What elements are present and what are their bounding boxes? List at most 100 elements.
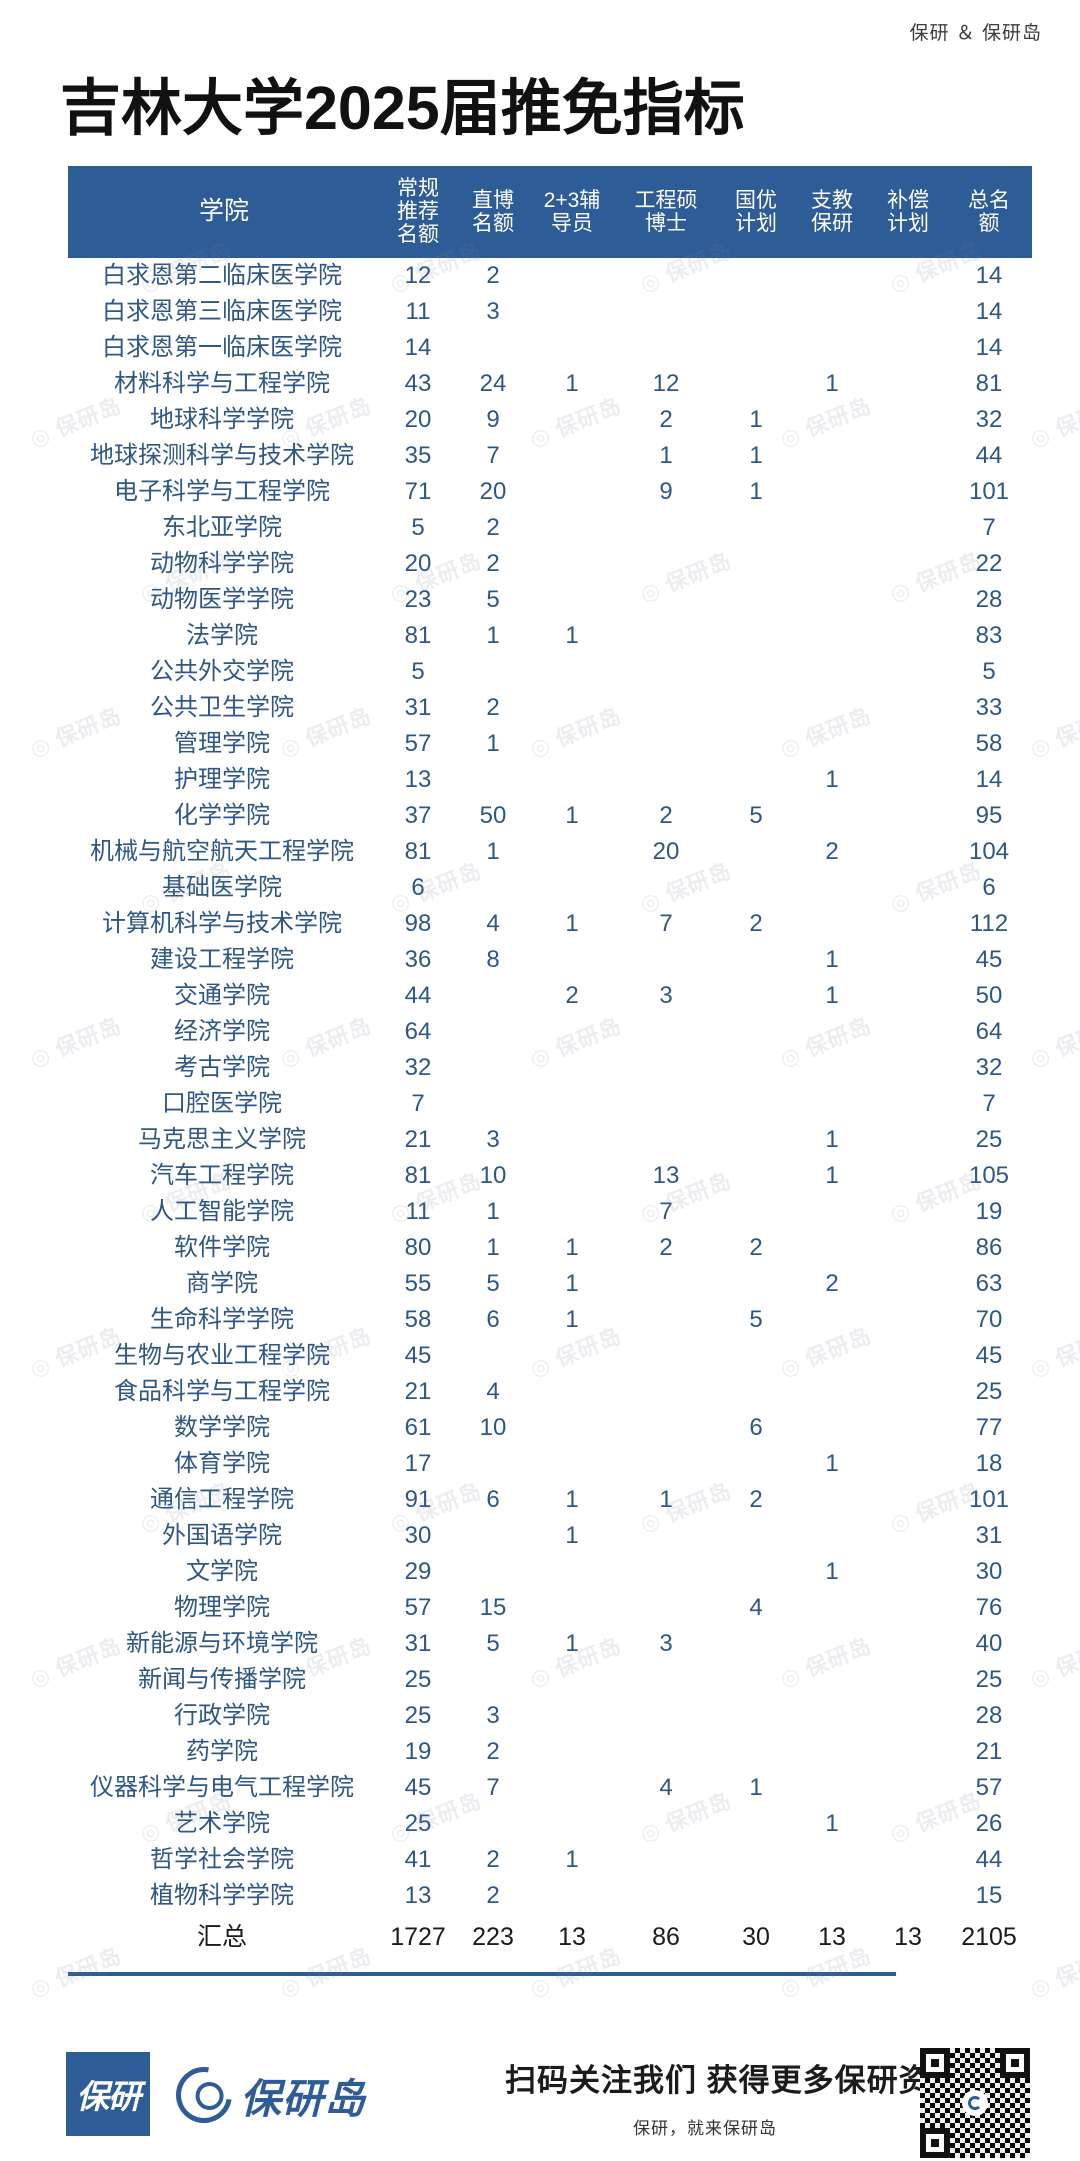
quota-cell-4 <box>718 1050 794 1086</box>
column-header-line: 补偿 <box>887 188 929 212</box>
quota-cell-7: 101 <box>968 478 1010 506</box>
column-header-line: 名额 <box>472 211 514 235</box>
college-name: 哲学社会学院 <box>150 1846 294 1874</box>
quota-cell-4 <box>718 1698 794 1734</box>
quota-cell-0: 13 <box>404 766 432 794</box>
quota-cell-4 <box>718 1734 794 1770</box>
quota-cell-3 <box>614 1734 718 1770</box>
quota-cell-5 <box>794 1410 870 1446</box>
table-row: 白求恩第一临床医学院 14 14 <box>68 330 1032 366</box>
quota-cell-1: 5 <box>486 1630 500 1658</box>
column-header-line: 博士 <box>645 211 687 235</box>
quota-cell-6 <box>870 474 946 510</box>
college-name: 商学院 <box>186 1270 258 1298</box>
quota-cell-6 <box>870 402 946 438</box>
quota-cell-3: 7 <box>659 1198 673 1226</box>
college-name: 药学院 <box>186 1738 258 1766</box>
college-name: 生命科学学院 <box>150 1306 294 1334</box>
column-header-line: 名额 <box>397 223 439 247</box>
table-row: 人工智能学院 11 1 7 19 <box>68 1194 1032 1230</box>
quota-cell-1 <box>456 1014 530 1050</box>
quota-cell-4 <box>718 1086 794 1122</box>
quota-cell-7: 6 <box>982 874 996 902</box>
quota-cell-2 <box>530 1590 614 1626</box>
quota-cell-5 <box>794 690 870 726</box>
quota-cell-6 <box>870 1122 946 1158</box>
table-row: 动物科学学院 20 2 22 <box>68 546 1032 582</box>
table-row: 汽车工程学院 81 10 13 1 105 <box>68 1158 1032 1194</box>
quota-cell-1: 20 <box>479 478 507 506</box>
table-row: 物理学院 57 15 4 76 <box>68 1590 1032 1626</box>
qr-code[interactable] <box>920 2048 1030 2158</box>
quota-cell-6 <box>870 870 946 906</box>
quota-cell-2 <box>530 1878 614 1914</box>
qr-center-logo <box>962 2090 988 2116</box>
column-header-line: 计划 <box>735 211 777 235</box>
quota-cell-5 <box>794 1086 870 1122</box>
quota-cell-6 <box>870 1194 946 1230</box>
quota-cell-3: 86 <box>652 1922 680 1951</box>
quota-cell-7: 25 <box>975 1126 1003 1154</box>
quota-cell-6 <box>870 1482 946 1518</box>
table-row: 仪器科学与电气工程学院 45 7 4 1 57 <box>68 1770 1032 1806</box>
quota-cell-4: 1 <box>749 478 763 506</box>
quota-cell-4 <box>718 762 794 798</box>
column-header-line: 导员 <box>551 211 593 235</box>
quota-cell-6 <box>870 438 946 474</box>
column-header-8: 总名额 <box>946 166 1032 259</box>
quota-cell-0: 11 <box>405 1198 431 1226</box>
quota-cell-4 <box>718 330 794 366</box>
quota-cell-3 <box>614 1590 718 1626</box>
quota-cell-3 <box>614 654 718 690</box>
quota-cell-6 <box>870 294 946 330</box>
quota-cell-0: 31 <box>404 1630 432 1658</box>
quota-cell-3: 1 <box>659 1486 673 1514</box>
quota-cell-3 <box>614 1014 718 1050</box>
quota-cell-2 <box>530 582 614 618</box>
table-row: 口腔医学院 7 7 <box>68 1086 1032 1122</box>
column-header-line: 保研 <box>811 211 853 235</box>
quota-cell-3 <box>614 1086 718 1122</box>
quota-cell-2: 1 <box>565 1234 579 1262</box>
quota-cell-7: 33 <box>975 694 1003 722</box>
quota-cell-5 <box>794 294 870 330</box>
quota-cell-6 <box>870 618 946 654</box>
quota-cell-7: 101 <box>968 1486 1010 1514</box>
college-name: 马克思主义学院 <box>138 1126 306 1154</box>
quota-cell-5 <box>794 1050 870 1086</box>
quota-cell-3 <box>614 1266 718 1302</box>
quota-cell-2: 1 <box>565 910 579 938</box>
quota-cell-4 <box>718 1194 794 1230</box>
college-name: 公共外交学院 <box>150 658 294 686</box>
quota-cell-2 <box>530 546 614 582</box>
column-header-line: 推荐 <box>397 200 439 224</box>
quota-cell-4 <box>718 582 794 618</box>
college-name: 地球科学学院 <box>150 406 294 434</box>
college-name: 体育学院 <box>174 1450 270 1478</box>
quota-cell-0: 36 <box>404 946 432 974</box>
quota-cell-3 <box>614 1446 718 1482</box>
quota-cell-6 <box>870 690 946 726</box>
quota-cell-2: 1 <box>565 1270 579 1298</box>
quota-cell-7: 25 <box>975 1666 1003 1694</box>
quota-cell-2: 1 <box>565 1486 579 1514</box>
table-row: 公共外交学院 5 5 <box>68 654 1032 690</box>
college-name: 汽车工程学院 <box>150 1162 294 1190</box>
quota-cell-6 <box>870 1626 946 1662</box>
quota-cell-1: 1 <box>486 838 500 866</box>
quota-cell-4: 5 <box>749 1306 763 1334</box>
column-header-6: 支教 保研 <box>794 166 870 259</box>
quota-cell-3 <box>614 546 718 582</box>
quota-cell-3 <box>614 1878 718 1914</box>
quota-cell-1: 6 <box>486 1486 500 1514</box>
quota-cell-0: 31 <box>404 694 432 722</box>
quota-cell-6 <box>870 906 946 942</box>
table-row: 药学院 19 2 21 <box>68 1734 1032 1770</box>
quota-cell-5 <box>794 1338 870 1374</box>
quota-cell-7: 76 <box>975 1594 1003 1622</box>
watermark: ◎ 保研岛 <box>1026 1632 1080 1693</box>
quota-cell-0: 58 <box>404 1306 432 1334</box>
quota-cell-5 <box>794 474 870 510</box>
quota-cell-2 <box>530 870 614 906</box>
quota-cell-2 <box>530 1446 614 1482</box>
